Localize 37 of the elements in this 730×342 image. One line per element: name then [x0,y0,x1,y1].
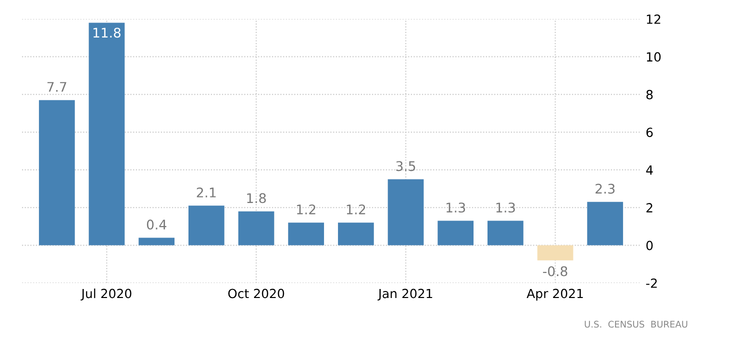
bar [338,222,374,246]
data-label: 2.3 [596,184,615,194]
y-tick-label: 6 [646,128,653,138]
bar [487,220,524,246]
bar [438,220,474,246]
x-tick-label: Apr 2021 [526,288,583,301]
data-label: 1.2 [346,204,366,214]
y-tick-label: 2 [646,203,652,212]
bar [38,100,75,246]
bar [138,238,175,246]
data-label: 1.8 [247,193,266,204]
data-label: 2.1 [196,187,216,198]
data-label: 1.2 [297,204,316,214]
bar [537,245,574,260]
bar [587,202,624,246]
text: U.S. CENSUS BUREAU [584,320,688,328]
bar [238,211,274,246]
bar [388,179,424,246]
y-tick-label: 8 [646,90,653,100]
x-tick-label: Jul 2020 [80,288,132,301]
bar [188,206,224,246]
x-tick-label: Oct 2020 [228,288,284,298]
y-tick-label: 12 [646,14,660,24]
data-label: 1.3 [496,202,515,213]
x-tick-label: Jan 2021 [378,288,432,301]
y-tick-label: 0 [646,240,653,250]
data-label: 3.5 [396,161,416,172]
y-tick-label: 4 [646,165,653,175]
data-label: 0.4 [146,220,166,230]
bar [288,222,324,246]
data-label: -0.8 [543,266,568,276]
y-tick-label: -2 [646,278,657,288]
bar [88,22,125,246]
data-label: 7.7 [47,82,66,92]
y-tick-label: 10 [646,52,661,62]
data-label: 11.8 [93,28,121,38]
data-label: 1.3 [446,202,466,213]
